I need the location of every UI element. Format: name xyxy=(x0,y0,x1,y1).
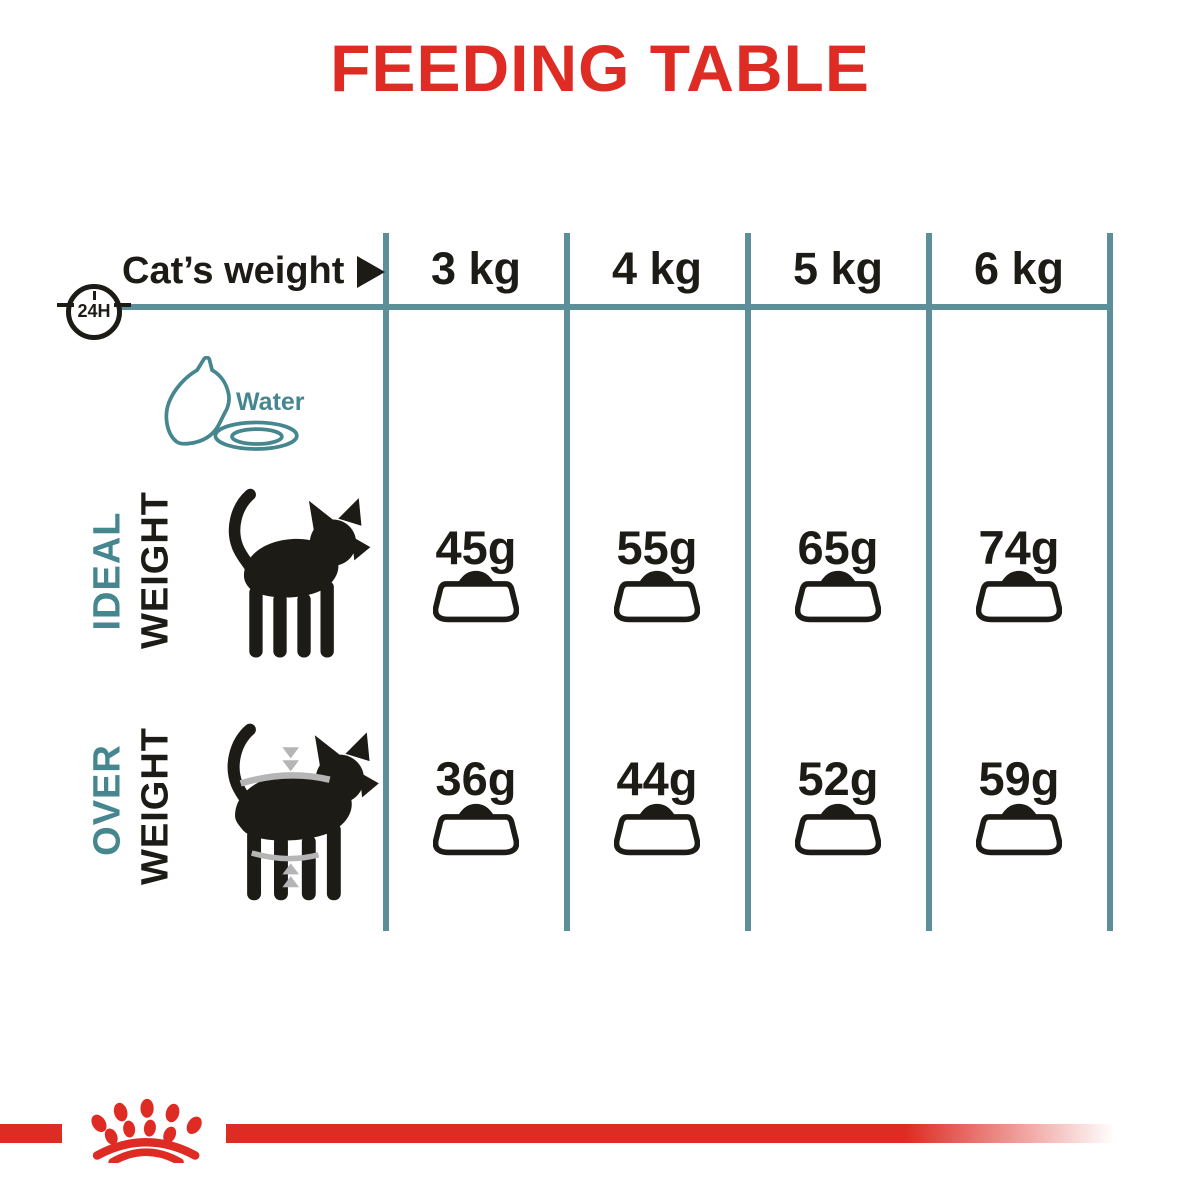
table-header-underline xyxy=(120,304,1110,310)
cat-ideal-icon xyxy=(194,483,374,661)
row-label-ideal: IDEAL xyxy=(86,511,129,631)
clock-24h-label: 24H xyxy=(77,301,111,321)
column-header-3kg: 3 kg xyxy=(430,243,522,294)
portion-over-6kg: 59g xyxy=(978,752,1060,805)
food-bowl-icon xyxy=(976,802,1062,858)
food-bowl-icon xyxy=(614,569,700,625)
bottom-red-bar xyxy=(0,1124,1200,1143)
column-header-5kg: 5 kg xyxy=(792,243,884,294)
food-bowl-icon xyxy=(433,802,519,858)
portion-ideal-5kg: 65g xyxy=(797,521,879,574)
column-divider-2 xyxy=(564,233,570,931)
page-title: FEEDING TABLE xyxy=(330,31,870,105)
clock-24h-icon: 24H xyxy=(57,284,131,340)
clock-top-tick xyxy=(93,291,96,300)
portion-over-4kg: 44g xyxy=(616,752,698,805)
cats-weight-label: Cat’s weight xyxy=(122,250,345,292)
column-divider-1 xyxy=(383,233,389,931)
clock-right-tick xyxy=(114,303,131,307)
row-label-over: OVER xyxy=(86,744,129,856)
row-label-over-weight: WEIGHT xyxy=(134,727,177,885)
food-bowl-icon xyxy=(433,569,519,625)
column-header-4kg: 4 kg xyxy=(611,243,703,294)
right-triangle-arrow-icon xyxy=(357,255,386,288)
portion-ideal-6kg: 74g xyxy=(978,521,1060,574)
portion-over-5kg: 52g xyxy=(797,752,879,805)
water-label: Water xyxy=(236,388,305,416)
food-bowl-icon xyxy=(795,802,881,858)
column-divider-4 xyxy=(926,233,932,931)
royal-canin-crown-logo xyxy=(79,1097,217,1163)
food-bowl-icon xyxy=(976,569,1062,625)
cat-overweight-icon xyxy=(194,712,380,904)
column-header-6kg: 6 kg xyxy=(973,243,1065,294)
row-label-ideal-weight: WEIGHT xyxy=(134,491,177,649)
portion-ideal-4kg: 55g xyxy=(616,521,698,574)
portion-over-3kg: 36g xyxy=(435,752,517,805)
column-divider-3 xyxy=(745,233,751,931)
header-row: Cat’s weight xyxy=(122,250,386,293)
clock-left-tick xyxy=(57,303,74,307)
food-bowl-icon xyxy=(795,569,881,625)
column-divider-5 xyxy=(1107,233,1113,931)
portion-ideal-3kg: 45g xyxy=(435,521,517,574)
food-bowl-icon xyxy=(614,802,700,858)
